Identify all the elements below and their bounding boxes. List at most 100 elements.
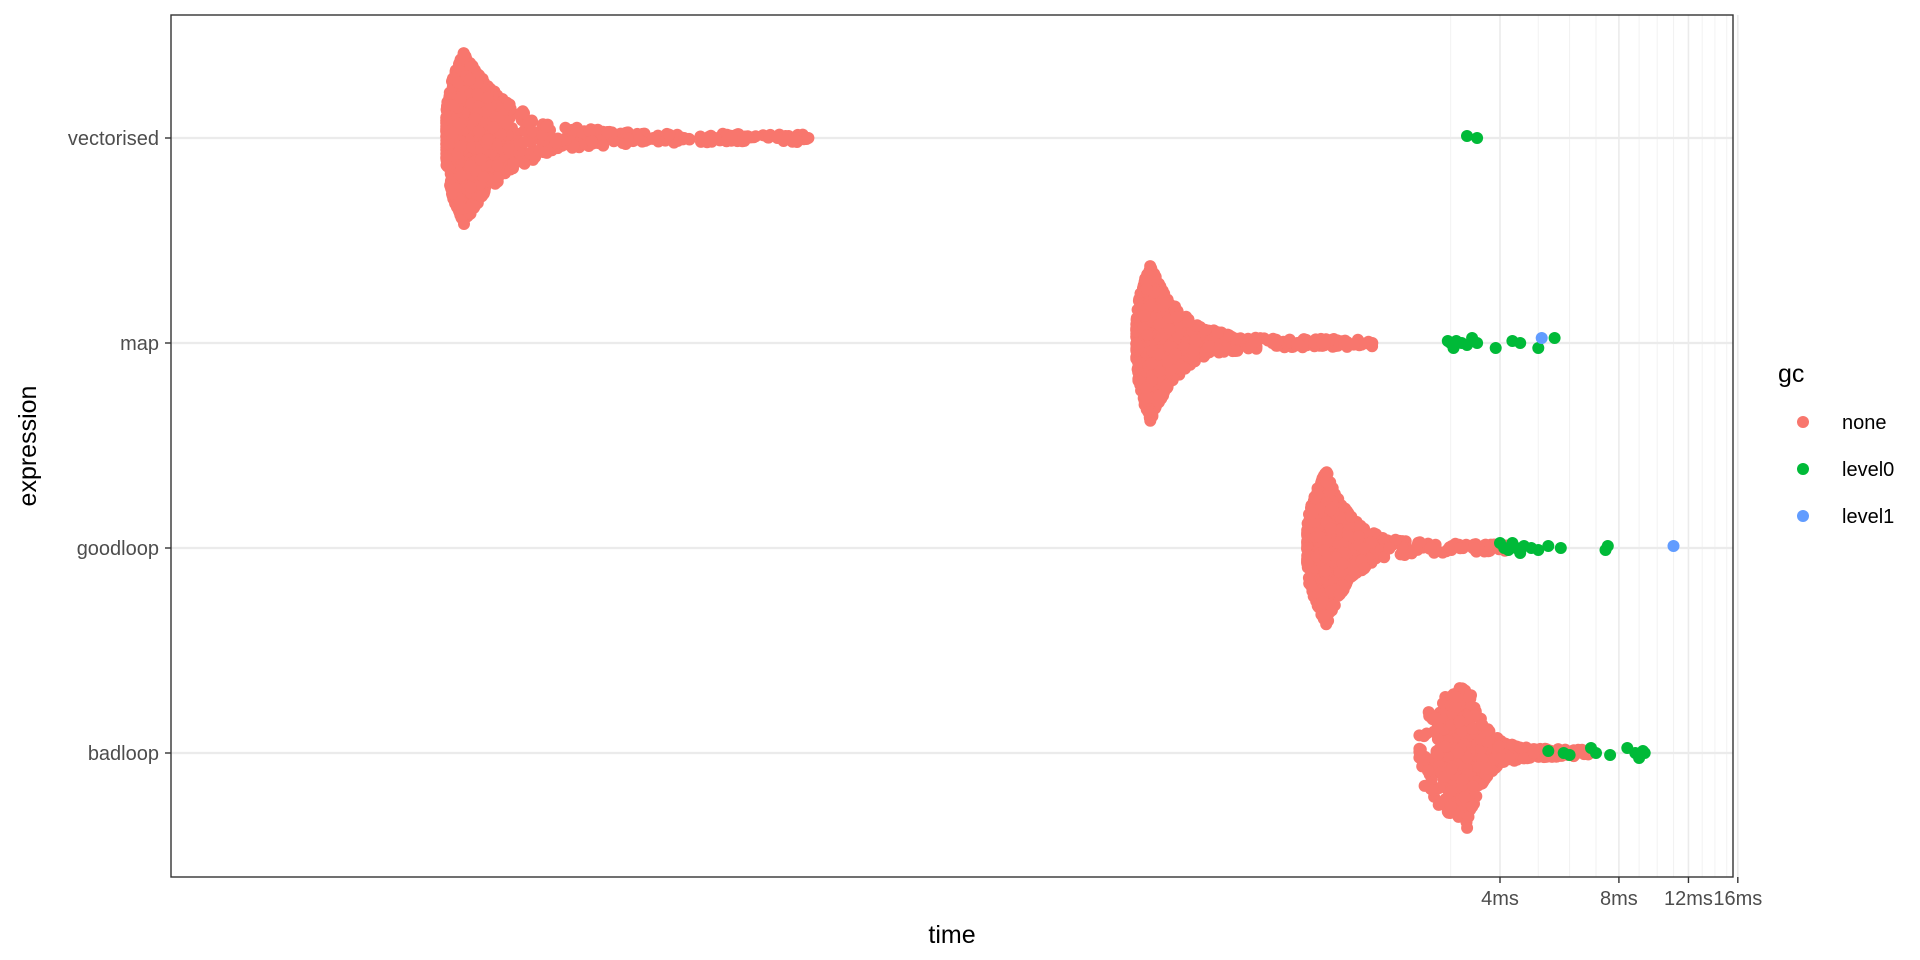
data-point [1163,323,1176,335]
data-point [446,187,458,200]
data-point [1514,337,1527,349]
data-point [1212,343,1225,356]
data-point [1467,542,1480,554]
data-point [1554,542,1567,554]
data-point [1542,540,1555,552]
data-point [1345,510,1358,523]
data-point [1471,132,1484,144]
data-point [502,143,515,155]
data-point [1324,522,1337,535]
data-point [740,132,753,144]
data-point [1366,337,1379,349]
data-point [1141,329,1154,341]
data-point [518,136,530,149]
data-point [1179,362,1191,375]
data-point [471,88,484,101]
data-point [1142,406,1155,418]
data-point [1325,601,1338,614]
data-point [518,157,531,170]
data-point [725,130,738,143]
data-point [1230,332,1243,345]
data-point [1357,542,1370,555]
data-point [802,132,815,144]
data-point [487,121,500,134]
data-point [1405,547,1418,560]
data-point [526,125,539,138]
data-point [507,158,520,171]
data-point [472,125,485,138]
data-point [1140,382,1152,395]
data-point [1320,476,1333,489]
data-point [1140,283,1153,295]
data-point [537,146,550,159]
data-point [1266,337,1279,349]
data-point [559,121,572,134]
data-point [585,135,598,148]
data-point [1548,332,1561,344]
data-point [709,132,722,144]
data-point [454,140,467,153]
data-point [663,128,676,141]
data-point [1152,348,1165,361]
data-point [1429,712,1442,724]
data-point [469,112,481,125]
data-point [1152,389,1165,402]
data-point [1311,488,1324,501]
data-point [1159,296,1172,309]
data-point [1324,503,1337,516]
data-point [1318,544,1331,557]
data-point [1454,542,1467,555]
data-point [1211,326,1224,339]
data-point [1144,299,1157,312]
data-point [1291,337,1304,349]
data-point [601,126,614,138]
data-point [1316,337,1329,349]
data-point [455,169,467,182]
data-point [481,91,494,104]
data-point [1462,810,1475,823]
data-point [1305,579,1317,592]
data-point [463,202,476,215]
data-point [454,91,467,104]
data-point [1471,337,1484,349]
data-point [597,139,610,152]
data-point [1319,565,1332,578]
data-point [1170,311,1183,324]
data-point [464,181,477,194]
data-point [1138,309,1151,322]
data-point [447,127,459,140]
data-point [476,188,489,201]
data-point [1535,332,1548,344]
data-point [1333,588,1346,601]
data-point [1418,730,1430,743]
data-point [481,133,494,146]
data-point [474,153,487,166]
data-point [633,133,645,146]
data-point [1443,541,1456,554]
data-point [1229,345,1242,357]
data-point [491,159,504,172]
data-point [1187,344,1200,357]
data-point [1130,338,1143,350]
data-point [463,73,476,86]
data-point [694,130,707,143]
data-point [1358,562,1371,575]
data-point [619,138,632,150]
data-point [1461,130,1473,142]
data-point [457,49,470,62]
data-point [452,76,465,89]
data-point [583,125,596,138]
data-point [1336,557,1349,570]
data-point [1341,337,1354,349]
data-point [1341,529,1354,541]
data-point [647,132,660,144]
data-point [786,135,799,148]
data-point [1248,336,1261,348]
data-point [771,132,784,144]
data-point [1461,821,1474,834]
data-point [440,159,453,172]
data-point [540,120,553,133]
data-point [478,115,491,128]
data-point [1424,542,1437,554]
